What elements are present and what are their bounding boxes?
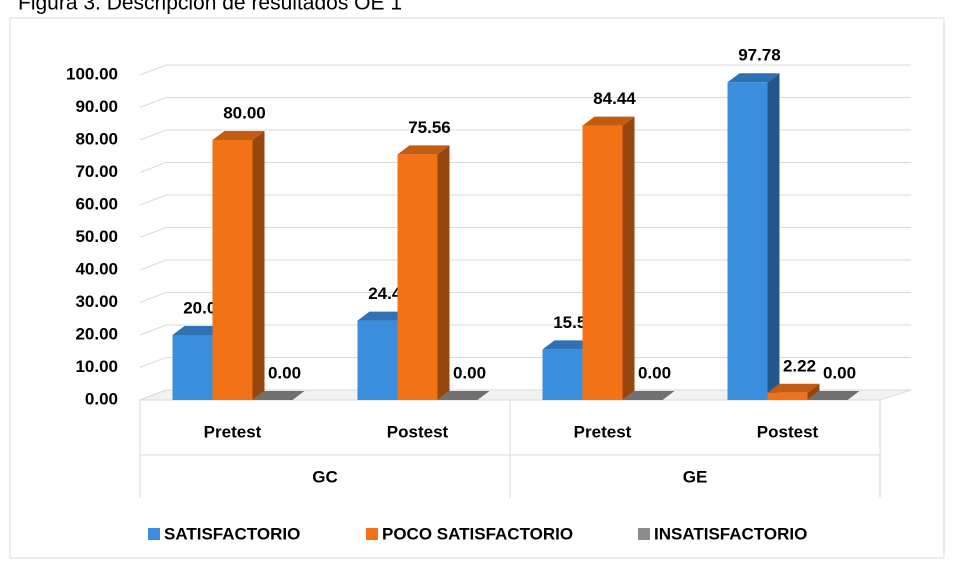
bar-side — [767, 73, 780, 400]
bar — [542, 349, 583, 400]
bar — [357, 320, 398, 400]
value-label: 80.00 — [223, 103, 266, 122]
bar-side — [437, 145, 450, 400]
legend-swatch — [148, 528, 160, 540]
legend-swatch — [366, 528, 378, 540]
grid-line — [139, 259, 911, 271]
bar-top — [582, 116, 635, 126]
bar-top — [212, 131, 265, 140]
y-tick-label: 0.00 — [85, 389, 118, 408]
bar — [172, 335, 213, 400]
grid-line — [139, 97, 911, 108]
x-tick-label: Postest — [757, 422, 819, 441]
y-tick-label: 40.00 — [75, 259, 118, 278]
grid-line — [139, 194, 911, 206]
bar-top — [727, 73, 780, 83]
grid-line — [139, 292, 911, 303]
y-tick-label: 50.00 — [75, 227, 118, 246]
value-label: 75.56 — [408, 118, 451, 137]
bar-top — [437, 391, 490, 400]
bar-top — [172, 326, 225, 335]
legend-swatch — [638, 528, 650, 540]
bar-top — [252, 391, 305, 400]
value-label: 0.00 — [823, 363, 856, 382]
bar-top — [542, 340, 595, 350]
y-tick-label: 30.00 — [75, 292, 118, 311]
value-label: 84.44 — [593, 89, 636, 108]
y-tick-label: 60.00 — [75, 194, 118, 213]
x-tick-label: Postest — [387, 422, 449, 441]
grid-line — [139, 129, 911, 141]
bar-top — [357, 311, 410, 321]
bar — [767, 392, 808, 400]
x-tick-label: Pretest — [574, 422, 632, 441]
chart-title: Figura 3. Descripción de resultados OE 1 — [18, 0, 402, 15]
bar-side — [252, 131, 265, 400]
grid-line — [139, 324, 911, 336]
value-label: 97.78 — [738, 46, 781, 65]
y-tick-label: 100.00 — [66, 64, 118, 83]
y-tick-label: 10.00 — [75, 357, 118, 376]
value-label: 0.00 — [268, 363, 301, 382]
grid-line — [139, 357, 911, 368]
legend-label: SATISFACTORIO — [164, 524, 300, 543]
grid-line — [139, 64, 911, 76]
value-label: 0.00 — [453, 363, 486, 382]
group-label: GE — [683, 467, 708, 486]
x-tick-label: Pretest — [204, 422, 262, 441]
bar — [397, 154, 438, 400]
grid-line — [139, 162, 911, 173]
legend-label: INSATISFACTORIO — [654, 524, 807, 543]
bar — [582, 125, 623, 400]
y-tick-label: 20.00 — [75, 324, 118, 343]
bar — [212, 140, 253, 400]
grid-line — [139, 227, 911, 238]
value-label: 0.00 — [638, 363, 671, 382]
bar-top — [397, 145, 450, 155]
y-tick-label: 80.00 — [75, 129, 118, 148]
value-label: 2.22 — [783, 356, 816, 375]
bar-top — [807, 391, 860, 400]
y-tick-label: 70.00 — [75, 162, 118, 181]
y-tick-label: 90.00 — [75, 97, 118, 116]
bar-top — [622, 391, 675, 400]
bar — [727, 82, 768, 400]
chart-frame — [9, 17, 945, 559]
bar-side — [807, 383, 820, 400]
bar-side — [622, 116, 635, 400]
legend-label: POCO SATISFACTORIO — [382, 524, 573, 543]
group-label: GC — [312, 467, 338, 486]
bar-top — [767, 383, 820, 393]
